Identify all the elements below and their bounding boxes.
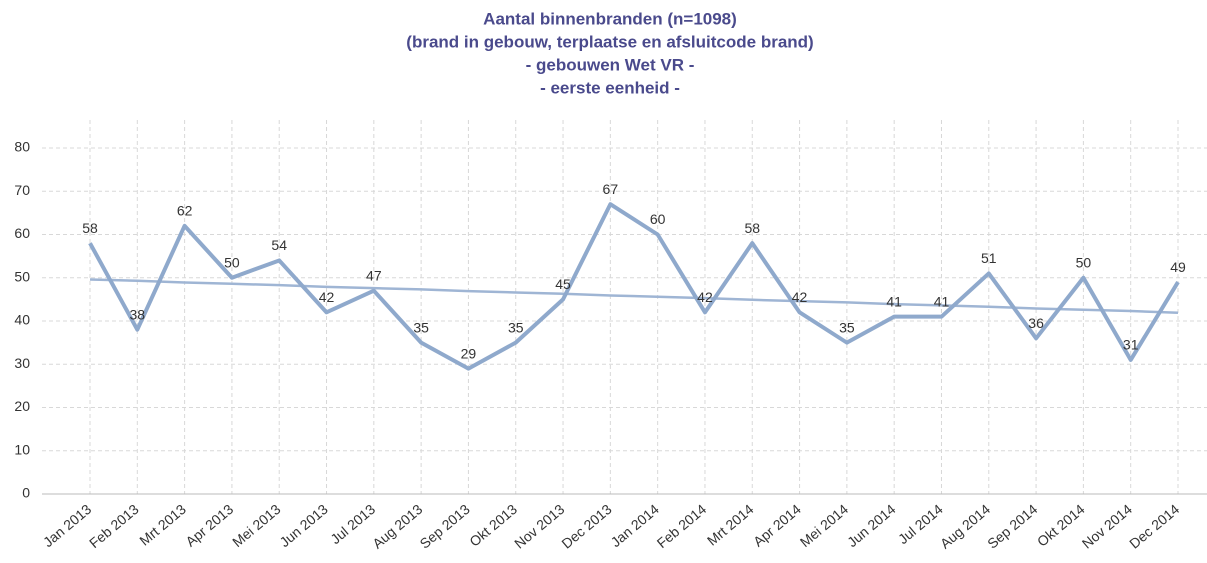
data-label: 60 — [650, 211, 666, 227]
data-label: 38 — [130, 306, 146, 322]
chart-subtitle: - eerste eenheid - — [540, 78, 680, 97]
x-tick-label: Aug 2013 — [369, 501, 425, 552]
data-label: 42 — [697, 289, 713, 305]
x-tick-label: Mrt 2014 — [704, 501, 757, 549]
data-label: 54 — [271, 237, 287, 253]
y-tick-label: 10 — [14, 441, 30, 457]
x-tick-label: Feb 2014 — [654, 501, 710, 551]
x-tick-label: Jun 2014 — [844, 501, 899, 550]
data-label: 50 — [224, 254, 240, 270]
y-tick-label: 0 — [22, 485, 30, 501]
y-tick-label: 50 — [14, 268, 30, 284]
x-tick-label: Okt 2013 — [466, 501, 520, 550]
chart-subtitle: - gebouwen Wet VR - — [526, 55, 695, 74]
data-label: 45 — [555, 276, 571, 292]
x-tick-label: Okt 2014 — [1034, 501, 1088, 550]
data-label: 58 — [82, 220, 98, 236]
x-tick-label: Feb 2013 — [86, 501, 142, 551]
y-tick-label: 60 — [14, 225, 30, 241]
data-label: 35 — [413, 319, 429, 335]
x-tick-label: Apr 2013 — [182, 501, 236, 550]
data-label: 50 — [1076, 254, 1092, 270]
trend-line — [89, 278, 1179, 315]
y-tick-label: 80 — [14, 139, 30, 155]
data-label: 62 — [177, 203, 193, 219]
x-tick-label: Nov 2014 — [1079, 501, 1135, 552]
y-tick-label: 30 — [14, 355, 30, 371]
x-tick-label: Mei 2014 — [797, 501, 852, 550]
data-label: 41 — [934, 293, 950, 309]
x-tick-label: Sep 2013 — [417, 501, 473, 552]
x-tick-label: Sep 2014 — [984, 501, 1040, 552]
x-tick-label: Dec 2013 — [558, 501, 614, 552]
y-tick-label: 20 — [14, 398, 30, 414]
data-label: 51 — [981, 250, 997, 266]
x-tick-label: Mei 2013 — [229, 501, 284, 550]
x-tick-label: Dec 2014 — [1126, 501, 1182, 552]
data-label: 35 — [508, 319, 524, 335]
data-label: 58 — [744, 220, 760, 236]
x-tick-label: Jan 2013 — [40, 501, 95, 550]
chart-title: Aantal binnenbranden (n=1098) — [483, 9, 737, 28]
data-label: 29 — [461, 345, 477, 361]
x-tick-label: Mrt 2013 — [136, 501, 189, 549]
y-tick-label: 40 — [14, 312, 30, 328]
data-label: 36 — [1028, 315, 1044, 331]
x-tick-label: Nov 2013 — [511, 501, 567, 552]
data-label: 31 — [1123, 337, 1139, 353]
chart-subtitle: (brand in gebouw, terplaatse en afsluitc… — [406, 32, 813, 51]
data-label: 42 — [319, 289, 335, 305]
data-line — [88, 202, 1180, 371]
x-tick-label: Jan 2014 — [608, 501, 663, 550]
data-label: 47 — [366, 267, 382, 283]
x-tick-label: Apr 2014 — [750, 501, 804, 550]
x-tick-label: Jun 2013 — [276, 501, 331, 550]
data-label: 35 — [839, 319, 855, 335]
y-tick-label: 70 — [14, 182, 30, 198]
data-label: 41 — [886, 293, 902, 309]
data-label: 67 — [603, 181, 619, 197]
x-tick-label: Aug 2014 — [937, 501, 993, 552]
data-label: 49 — [1170, 259, 1186, 275]
data-label: 42 — [792, 289, 808, 305]
